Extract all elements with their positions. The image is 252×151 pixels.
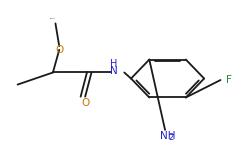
Text: NH: NH [160,131,176,141]
Text: methoxy: methoxy [50,18,56,19]
Text: H: H [110,59,117,69]
Text: 2: 2 [168,133,174,142]
Text: O: O [81,98,89,108]
Text: F: F [226,75,231,85]
Text: N: N [110,66,117,76]
Text: O: O [55,45,63,55]
